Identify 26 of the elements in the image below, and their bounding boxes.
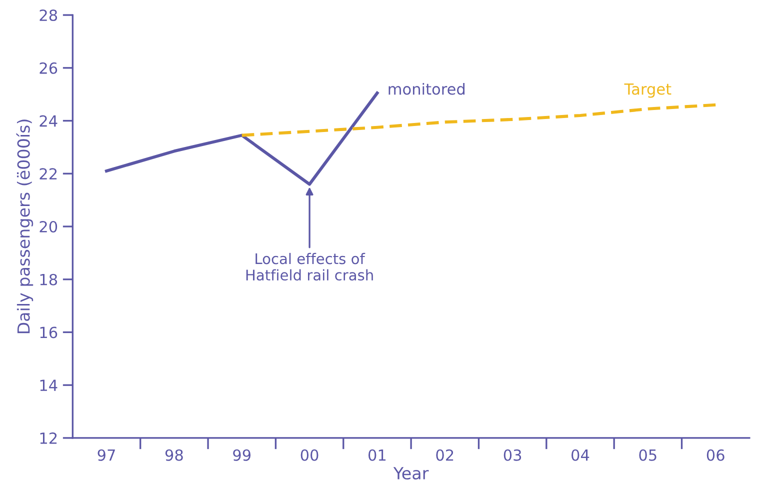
x-tick-label: 97 bbox=[98, 449, 115, 461]
x-tick-label: 03 bbox=[504, 449, 522, 461]
series-label: monitored bbox=[388, 82, 465, 95]
y-axis-title: Daily passengers (ë000ís) bbox=[16, 120, 34, 334]
x-tick-label: 98 bbox=[165, 449, 183, 461]
y-tick-label: 20 bbox=[40, 220, 58, 233]
y-tick-label: 18 bbox=[40, 274, 58, 286]
x-tick-label: 02 bbox=[436, 449, 454, 461]
x-tick-label: 00 bbox=[300, 449, 318, 461]
x-tick-label: 05 bbox=[639, 449, 656, 461]
y-tick-label: 12 bbox=[40, 432, 57, 444]
x-tick-label: 99 bbox=[233, 449, 251, 461]
x-tick-label: 06 bbox=[706, 449, 724, 461]
y-tick-label: 26 bbox=[40, 62, 58, 74]
line-series bbox=[104, 91, 379, 186]
y-tick-label: 14 bbox=[40, 380, 58, 391]
y-tick-label: 24 bbox=[40, 115, 58, 127]
x-tick-label: 04 bbox=[572, 449, 590, 461]
y-tick-label: 22 bbox=[40, 168, 57, 180]
y-tick-label: 16 bbox=[40, 326, 58, 338]
annotation: Local effects of Hatfield rail crash bbox=[246, 252, 373, 281]
x-tick-label: 01 bbox=[368, 449, 386, 461]
series-label: Target bbox=[624, 83, 672, 98]
y-tick-label: 28 bbox=[40, 10, 58, 22]
x-axis-title: Year bbox=[393, 467, 429, 480]
line-series bbox=[240, 103, 718, 137]
